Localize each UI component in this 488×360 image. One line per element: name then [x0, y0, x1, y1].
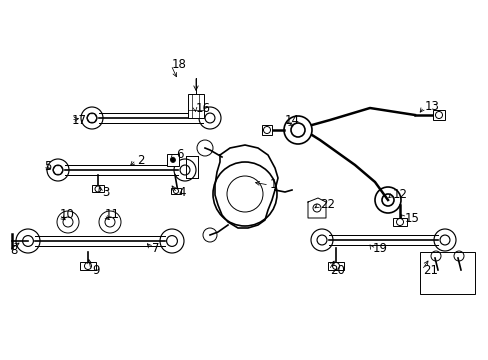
- Bar: [432, 110, 444, 120]
- Text: 18: 18: [172, 58, 186, 72]
- Text: 13: 13: [424, 100, 439, 113]
- Text: 5: 5: [44, 161, 51, 174]
- Text: 4: 4: [178, 186, 185, 199]
- Text: 2: 2: [137, 153, 144, 166]
- Bar: [262, 125, 271, 135]
- Bar: [327, 262, 343, 270]
- Bar: [392, 218, 406, 226]
- Text: 6: 6: [176, 148, 183, 162]
- Text: 22: 22: [319, 198, 334, 211]
- Bar: [80, 262, 96, 270]
- Bar: [187, 94, 203, 118]
- Text: 17: 17: [72, 113, 87, 126]
- Text: 14: 14: [285, 113, 299, 126]
- Text: 1: 1: [269, 179, 277, 192]
- Bar: [92, 185, 104, 192]
- Text: 15: 15: [404, 211, 419, 225]
- Text: 12: 12: [392, 189, 407, 202]
- Bar: [171, 188, 181, 194]
- Text: 3: 3: [102, 185, 109, 198]
- Text: 20: 20: [329, 264, 344, 276]
- Text: 21: 21: [422, 264, 437, 276]
- Bar: [419, 252, 474, 294]
- Text: 7: 7: [152, 242, 159, 255]
- Circle shape: [170, 158, 175, 162]
- Text: 11: 11: [105, 208, 120, 221]
- Text: 16: 16: [196, 102, 210, 114]
- Bar: [167, 154, 179, 166]
- Text: 8: 8: [10, 243, 18, 256]
- Text: 9: 9: [92, 264, 99, 276]
- Text: 10: 10: [60, 208, 75, 221]
- Text: 19: 19: [372, 242, 387, 255]
